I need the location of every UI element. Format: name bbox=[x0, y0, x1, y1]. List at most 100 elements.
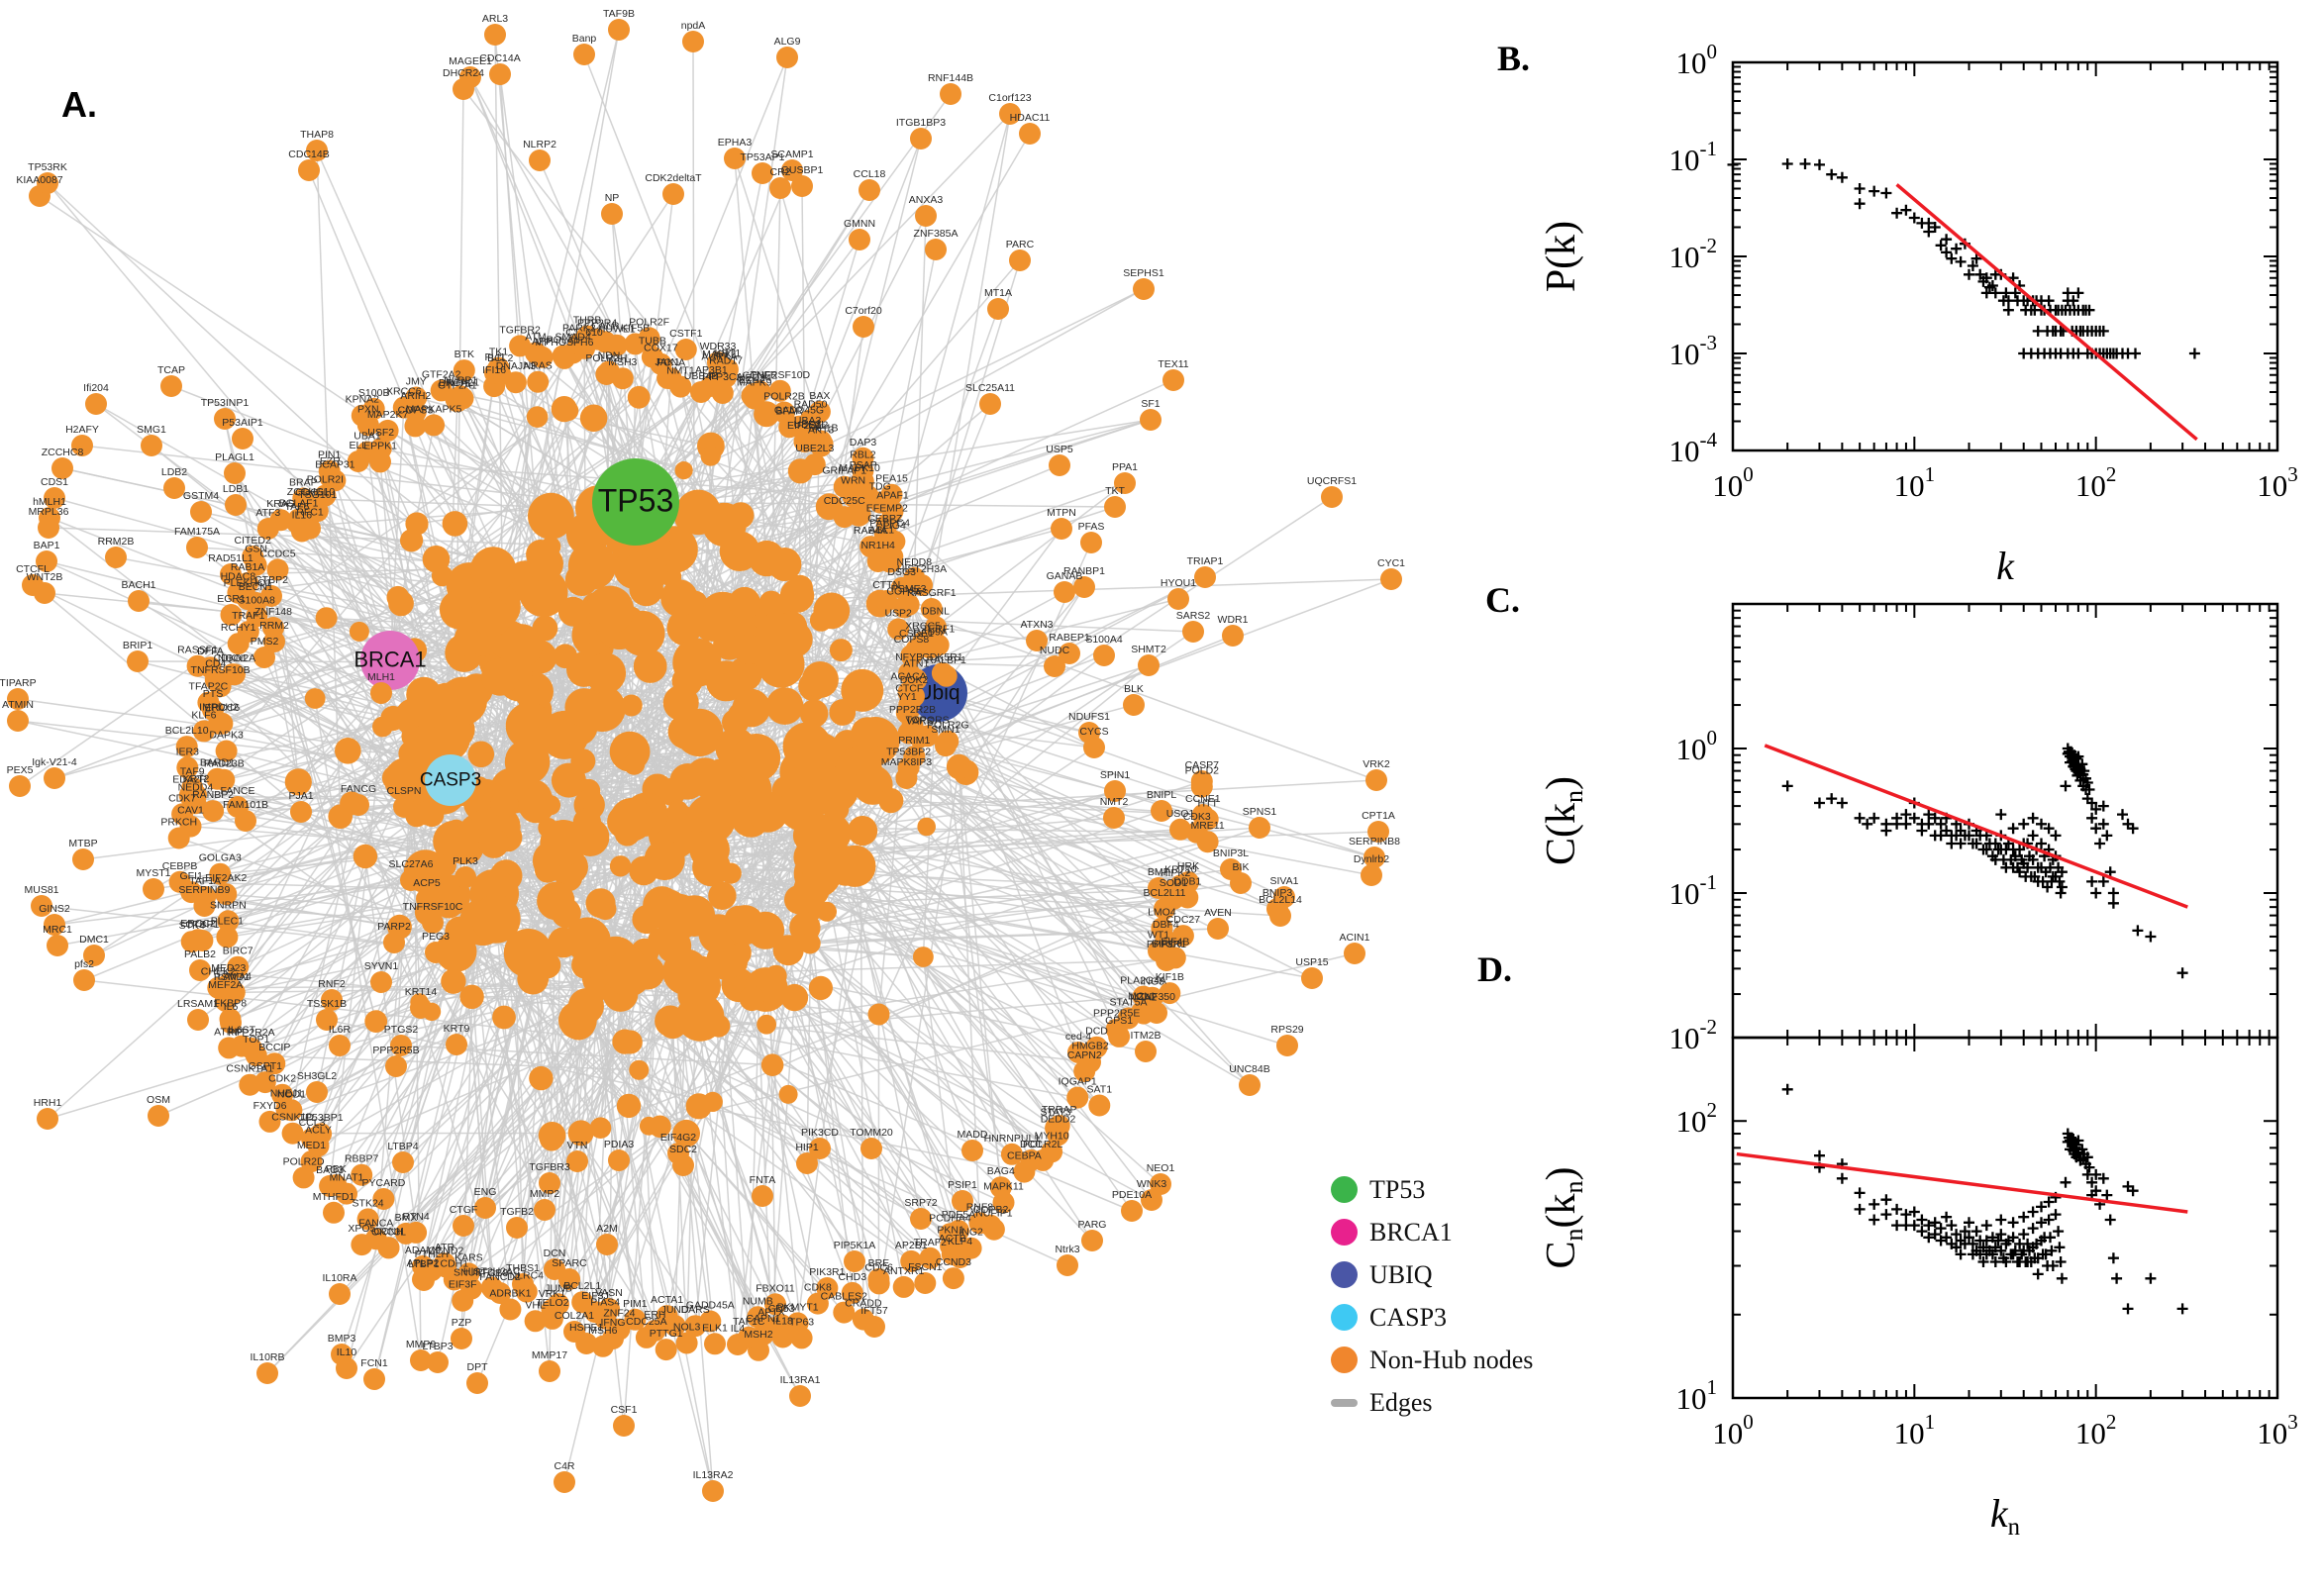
non-hub-node bbox=[314, 484, 337, 507]
non-hub-node bbox=[584, 652, 627, 694]
non-hub-node bbox=[960, 1237, 982, 1259]
axis-tick-label: 101 bbox=[1894, 462, 1936, 503]
non-hub-node bbox=[755, 612, 800, 658]
non-hub-node bbox=[767, 548, 802, 581]
network-node-label: PXN bbox=[357, 403, 379, 415]
scatter-points bbox=[1781, 743, 2188, 979]
non-hub-node bbox=[306, 140, 328, 161]
non-hub-node bbox=[9, 775, 31, 797]
non-hub-node bbox=[1088, 1094, 1111, 1117]
non-hub-node bbox=[573, 44, 595, 65]
network-node-label: CD53 bbox=[768, 1303, 795, 1315]
non-hub-node bbox=[446, 1034, 467, 1055]
network-node-label: PLA2G4A bbox=[1120, 975, 1166, 987]
network-node-label: BAG4 bbox=[987, 1165, 1015, 1177]
network-node-label: APTX bbox=[758, 1306, 784, 1318]
network-node-label: CEBPB bbox=[162, 860, 198, 872]
network-node-label: MAPK11 bbox=[983, 1181, 1024, 1193]
network-node-label: CASP7 bbox=[1185, 759, 1220, 771]
network-node-label: PIAS4 bbox=[590, 1297, 620, 1309]
network-node-label: MYH10 bbox=[1035, 1130, 1069, 1142]
non-hub-node bbox=[532, 615, 558, 642]
non-hub-node bbox=[466, 1372, 488, 1394]
network-node-label: ITM2B bbox=[1131, 1030, 1162, 1042]
non-hub-node bbox=[942, 1267, 964, 1290]
non-hub-node bbox=[1196, 831, 1219, 853]
non-hub-node bbox=[51, 457, 73, 479]
plot-frame bbox=[1731, 1036, 2279, 1400]
legend-item-brca1: BRCA1 bbox=[1331, 1211, 1559, 1253]
non-hub-node bbox=[1083, 737, 1105, 758]
non-hub-node bbox=[851, 717, 884, 750]
network-node-label: IL16 bbox=[292, 510, 313, 522]
non-hub-node bbox=[625, 552, 648, 575]
non-hub-node bbox=[813, 592, 851, 630]
network-node-label: TOMM20 bbox=[850, 1127, 893, 1139]
non-hub-node bbox=[506, 1217, 528, 1239]
non-hub-node bbox=[528, 492, 574, 540]
non-hub-node bbox=[1054, 581, 1075, 603]
non-hub-node bbox=[215, 740, 238, 762]
axis-ticks bbox=[1732, 61, 2278, 451]
network-node-label: MAGEE1 bbox=[449, 55, 492, 67]
non-hub-node bbox=[700, 446, 721, 466]
network-node-label: PPP2R4 bbox=[577, 318, 617, 330]
network-node-label: RAB1A bbox=[231, 561, 264, 573]
network-node-label: TSG101 bbox=[298, 489, 337, 501]
non-hub-node bbox=[852, 470, 874, 493]
network-node-label: NEDD4 bbox=[178, 781, 214, 793]
non-hub-node bbox=[589, 1117, 612, 1139]
network-node-label: DCD bbox=[1085, 1026, 1108, 1038]
non-hub-node bbox=[765, 687, 804, 725]
network-node-label: CDH1 bbox=[441, 1257, 469, 1269]
network-node-label: GPS1 bbox=[1105, 1015, 1133, 1027]
non-hub-node bbox=[83, 945, 105, 966]
non-hub-node bbox=[648, 928, 671, 951]
network-node-label: IL2 bbox=[814, 420, 829, 432]
network-node-label: HTT bbox=[1197, 798, 1218, 810]
non-hub-node bbox=[793, 871, 830, 908]
non-hub-node bbox=[849, 229, 870, 250]
network-node-label: SMAD4 bbox=[556, 332, 591, 344]
non-hub-node bbox=[1230, 872, 1252, 894]
legend-label: TP53 bbox=[1369, 1174, 1426, 1204]
network-node-label: CAV1 bbox=[177, 805, 204, 817]
network-node-label: THBS1 bbox=[506, 1262, 540, 1274]
non-hub-node bbox=[290, 801, 312, 823]
network-node-label: VRK2 bbox=[1363, 758, 1390, 770]
network-node-label: IER3 bbox=[176, 746, 200, 757]
non-hub-node bbox=[148, 1105, 169, 1127]
non-hub-node bbox=[844, 1250, 865, 1272]
non-hub-node bbox=[321, 989, 343, 1011]
non-hub-node bbox=[492, 1005, 516, 1030]
network-node-label: NUMB bbox=[743, 1295, 773, 1307]
non-hub-node bbox=[841, 668, 884, 712]
non-hub-node bbox=[539, 1172, 560, 1194]
network-node-label: PSMD1 bbox=[214, 971, 250, 983]
network-node-label: MMP17 bbox=[532, 1349, 567, 1361]
network-node-label: PZP bbox=[452, 1317, 471, 1329]
non-hub-node bbox=[202, 800, 225, 823]
network-node-label: MAPKAPK5 bbox=[406, 403, 462, 415]
non-hub-node bbox=[829, 639, 853, 662]
hub-node-brca1: BRCA1 bbox=[354, 631, 427, 690]
network-node-label: Banp bbox=[572, 33, 597, 45]
non-hub-node bbox=[1167, 588, 1189, 610]
network-node-label: FNTA bbox=[750, 1174, 776, 1186]
non-hub-node bbox=[771, 1326, 794, 1348]
network-node-label: ORC3L bbox=[371, 1226, 406, 1238]
network-node-label: CDC6 bbox=[864, 1261, 893, 1273]
network-node-label: TNFRSF10C bbox=[403, 901, 463, 913]
non-hub-node bbox=[85, 393, 107, 415]
hub-node-label: CASP3 bbox=[420, 770, 481, 791]
network-node-label: XRCC5 bbox=[905, 621, 941, 633]
network-node-label: EIF2AK2 bbox=[205, 872, 247, 884]
network-node-label: MMP9 bbox=[406, 1339, 436, 1350]
network-node-label: KRT14 bbox=[405, 986, 438, 998]
network-node-label: CDK3 bbox=[1183, 811, 1211, 823]
network-node-label: CCDC5 bbox=[259, 548, 295, 559]
non-hub-node bbox=[598, 360, 620, 383]
non-hub-node bbox=[897, 681, 920, 704]
non-hub-node bbox=[34, 582, 55, 604]
non-hub-node bbox=[453, 583, 479, 609]
